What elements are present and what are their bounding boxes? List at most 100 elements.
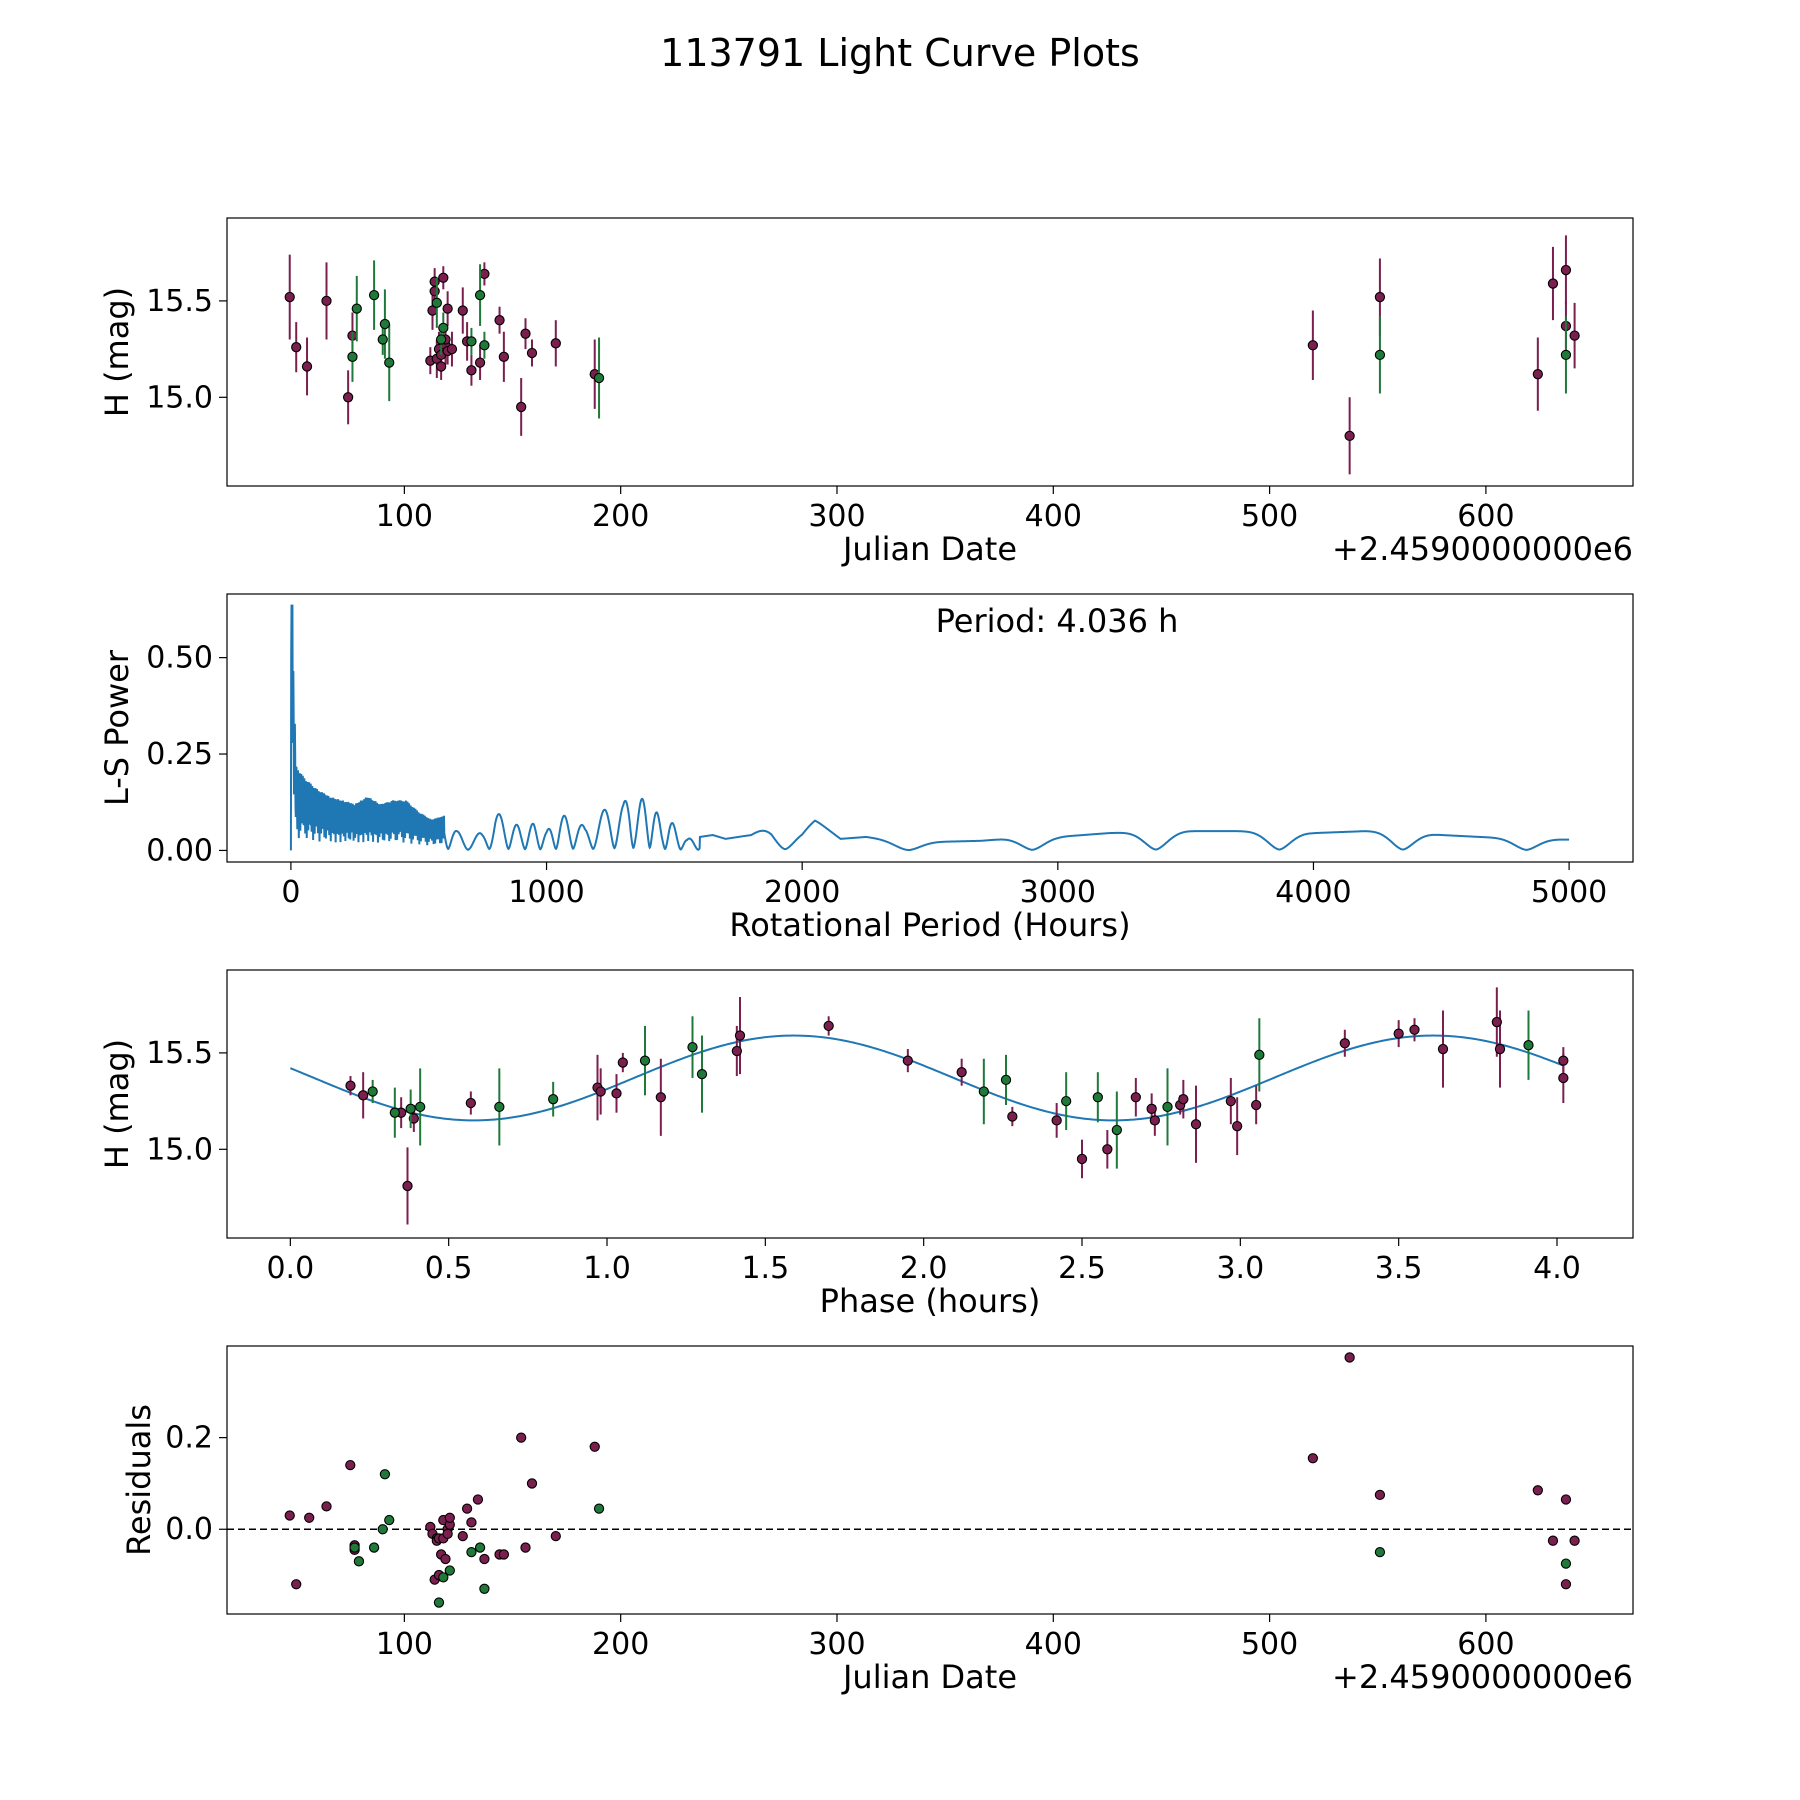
panel-2-xtick-label: 2000 [764, 875, 840, 910]
data-point-maroon [1130, 1092, 1141, 1103]
panel-4-xtick-label: 600 [1457, 1627, 1514, 1662]
panel-light-curve: 100 200 300 400 500 600 15.0 15.5 H (mag) Julia… [98, 217, 1634, 568]
panel-periodogram: 0 1000 2000 3000 4000 5000 0.00 0.25 0.50 Period… [98, 593, 1634, 944]
data-point-maroon [1532, 369, 1543, 380]
panel-3-frame [226, 969, 1634, 1239]
panel-2-ytick-label: 0.00 [146, 833, 213, 868]
panel-4-offset-label: +2.4590000000e6 [1332, 1658, 1633, 1696]
data-point-maroon [1393, 1028, 1404, 1039]
data-point-green [377, 334, 388, 345]
data-point-maroon [345, 1459, 356, 1471]
data-point-maroon [466, 1517, 477, 1528]
panel-3-xtick-label: 1.0 [583, 1251, 631, 1286]
data-point-green [438, 1572, 449, 1583]
panel-3-xtick-label: 4.0 [1533, 1251, 1581, 1286]
data-point-maroon [291, 342, 302, 353]
data-point-maroon [1494, 1043, 1506, 1055]
period-annotation: Period: 4.036 h [936, 602, 1179, 640]
data-point-maroon [1307, 1453, 1319, 1464]
panel-1-ytick-label: 15.0 [146, 380, 213, 415]
model-curve [289, 1034, 1564, 1122]
data-point-maroon [589, 1441, 600, 1452]
data-point-green [1000, 1074, 1012, 1086]
panel-2-xtick-label: 4000 [1275, 875, 1351, 910]
data-point-maroon [1344, 1352, 1355, 1363]
data-point-maroon [595, 1086, 606, 1097]
data-point-green [433, 1597, 445, 1608]
data-point-maroon [1560, 264, 1572, 276]
data-point-green [1374, 349, 1386, 361]
data-point-green [367, 1086, 378, 1097]
panel-4-ylabel: Residuals [120, 1404, 158, 1556]
panel-1-xtick-label: 400 [1025, 499, 1082, 534]
data-point-maroon [526, 1478, 538, 1489]
data-point-maroon [442, 303, 453, 314]
data-point-maroon [342, 392, 354, 403]
data-point-green [479, 1583, 490, 1594]
data-point-maroon [321, 1501, 332, 1512]
data-point-green [1254, 1049, 1265, 1060]
data-point-maroon [1190, 1119, 1202, 1130]
data-point-maroon [457, 1530, 468, 1542]
data-point-maroon [1547, 278, 1559, 289]
data-point-maroon [457, 305, 468, 316]
data-point-maroon [438, 272, 449, 283]
panel-3-xtick-label: 2.0 [900, 1251, 948, 1286]
data-point-green [1560, 1558, 1572, 1569]
panel-4-xtick-label: 200 [592, 1627, 649, 1662]
panel-2-xtick-label: 5000 [1531, 875, 1607, 910]
data-point-maroon [1547, 1535, 1559, 1546]
panel-4-ytick-label: 0.2 [165, 1421, 213, 1456]
panel-3-xtick-label: 0.0 [266, 1251, 314, 1286]
data-point-green [415, 1101, 426, 1113]
data-point-maroon [304, 1512, 315, 1523]
panel-1-xlabel: Julian Date [841, 530, 1017, 568]
data-point-green [351, 303, 362, 314]
panel-3-xtick-label: 3.5 [1375, 1251, 1423, 1286]
data-point-green [431, 297, 442, 308]
panel-4-xtick-label: 300 [808, 1627, 865, 1662]
data-point-maroon [520, 1542, 531, 1553]
data-point-maroon [1146, 1103, 1157, 1114]
data-point-maroon [550, 1530, 561, 1542]
data-point-maroon [291, 1579, 302, 1590]
data-point-maroon [479, 268, 490, 280]
data-point-maroon [731, 1045, 742, 1057]
panel-1-frame [226, 217, 1634, 487]
data-point-maroon [402, 1180, 413, 1192]
data-point-maroon [461, 1503, 473, 1514]
data-point-maroon [1339, 1038, 1350, 1049]
data-point-green [368, 289, 380, 301]
data-point-maroon [1344, 430, 1355, 442]
data-point-green [1092, 1092, 1103, 1103]
data-point-maroon [358, 1090, 369, 1101]
data-point-green [1061, 1095, 1072, 1107]
data-point-green [978, 1086, 989, 1097]
data-point-maroon [284, 1510, 295, 1521]
data-point-maroon [1178, 1094, 1189, 1105]
data-point-maroon [1232, 1121, 1243, 1132]
data-point-maroon [1102, 1144, 1113, 1155]
panel-1-xtick-label: 600 [1457, 499, 1514, 534]
data-point-maroon [516, 1432, 527, 1443]
panel-4-xtick-label: 500 [1241, 1627, 1298, 1662]
data-point-maroon [345, 1080, 356, 1091]
data-point-maroon [617, 1057, 628, 1068]
panel-1-xtick-label: 500 [1241, 499, 1298, 534]
data-point-green [353, 1556, 365, 1567]
panel-phase-folded: 0.0 0.5 1.0 1.5 2.0 2.5 3.0 3.5 4.0 15.0 15.5 H (m… [98, 969, 1634, 1320]
data-point-maroon [956, 1067, 967, 1078]
panel-3-xlabel: Phase (hours) [820, 1282, 1041, 1320]
data-point-maroon [466, 365, 477, 376]
data-point-green [1111, 1124, 1122, 1136]
data-point-green [1560, 349, 1572, 361]
data-point-maroon [1569, 1535, 1580, 1546]
figure-title: 113791 Light Curve Plots [660, 31, 1140, 75]
data-point-maroon [440, 1553, 451, 1565]
data-point-green [368, 1542, 380, 1553]
data-point-maroon [301, 361, 313, 372]
data-point-green [1162, 1101, 1173, 1113]
panel-4-xtick-label: 100 [376, 1627, 433, 1662]
data-point-maroon [1251, 1099, 1262, 1111]
data-point-green [349, 1542, 360, 1553]
